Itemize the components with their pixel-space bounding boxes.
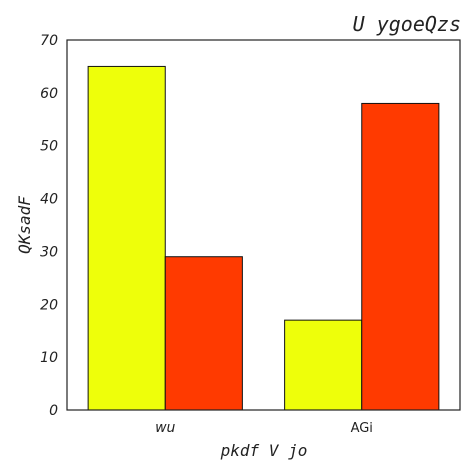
bar-agi-series-2 bbox=[361, 102, 440, 411]
x-axis-label: pkdf V jo bbox=[220, 441, 308, 460]
y-tick-label: 50 bbox=[40, 139, 58, 155]
y-axis-label: QKsadF bbox=[15, 196, 34, 254]
bar-agi-series-1 bbox=[284, 319, 363, 411]
y-tick-label: 70 bbox=[40, 33, 58, 49]
y-tick-label: 0 bbox=[49, 403, 58, 419]
bar-wu-series-2 bbox=[164, 256, 243, 411]
x-axis-ticks: wu AGi bbox=[155, 420, 373, 436]
bar-wu-series-1 bbox=[87, 65, 166, 411]
x-tick-label-agi: AGi bbox=[351, 421, 373, 436]
y-tick-label: 30 bbox=[40, 244, 58, 260]
x-tick-label-wu: wu bbox=[155, 420, 175, 436]
chart-title: U ygoeQzs bbox=[353, 12, 461, 36]
y-axis-ticks: 0 10 20 30 40 50 60 70 bbox=[40, 33, 58, 419]
y-tick-label: 60 bbox=[40, 86, 58, 102]
plot-area-frame bbox=[66, 39, 461, 411]
y-tick-label: 40 bbox=[40, 192, 58, 208]
y-tick-label: 10 bbox=[40, 350, 58, 366]
y-tick-label: 20 bbox=[40, 297, 58, 313]
bars-group bbox=[87, 65, 440, 411]
